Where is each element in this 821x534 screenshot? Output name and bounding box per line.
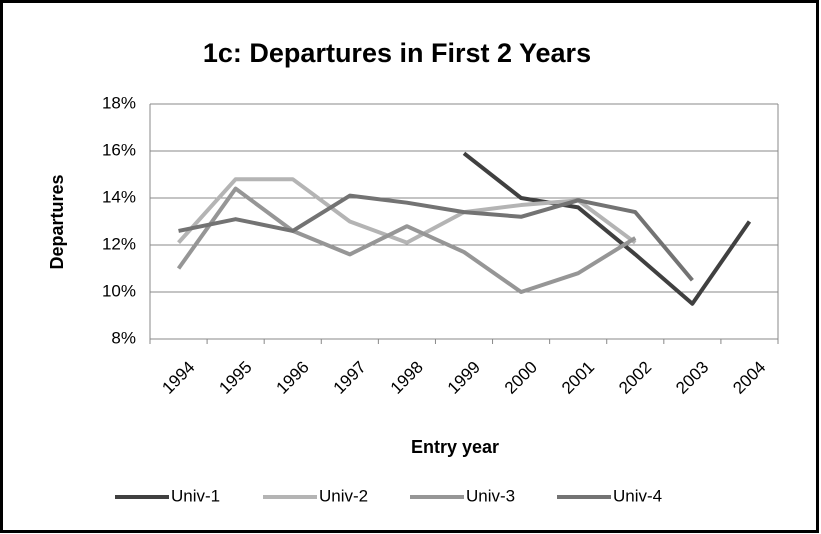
series-line [178, 193, 694, 282]
y-tick-label: 18% [102, 93, 136, 112]
y-tick-label: 14% [102, 187, 136, 206]
series-line [462, 151, 752, 306]
series-line [177, 177, 637, 245]
legend-label: Univ-1 [171, 486, 220, 505]
y-tick-label: 12% [102, 234, 136, 253]
y-tick-label: 16% [102, 140, 136, 159]
legend-label: Univ-2 [319, 486, 368, 505]
legend-label: Univ-4 [613, 486, 662, 505]
series-line [176, 186, 637, 294]
legend-label: Univ-3 [466, 486, 515, 505]
y-tick-label: 8% [111, 328, 136, 347]
x-axis-title: Entry year [411, 437, 499, 457]
y-axis-title: Departures [47, 174, 67, 269]
chart-title: 1c: Departures in First 2 Years [203, 38, 591, 68]
y-tick-label: 10% [102, 281, 136, 300]
